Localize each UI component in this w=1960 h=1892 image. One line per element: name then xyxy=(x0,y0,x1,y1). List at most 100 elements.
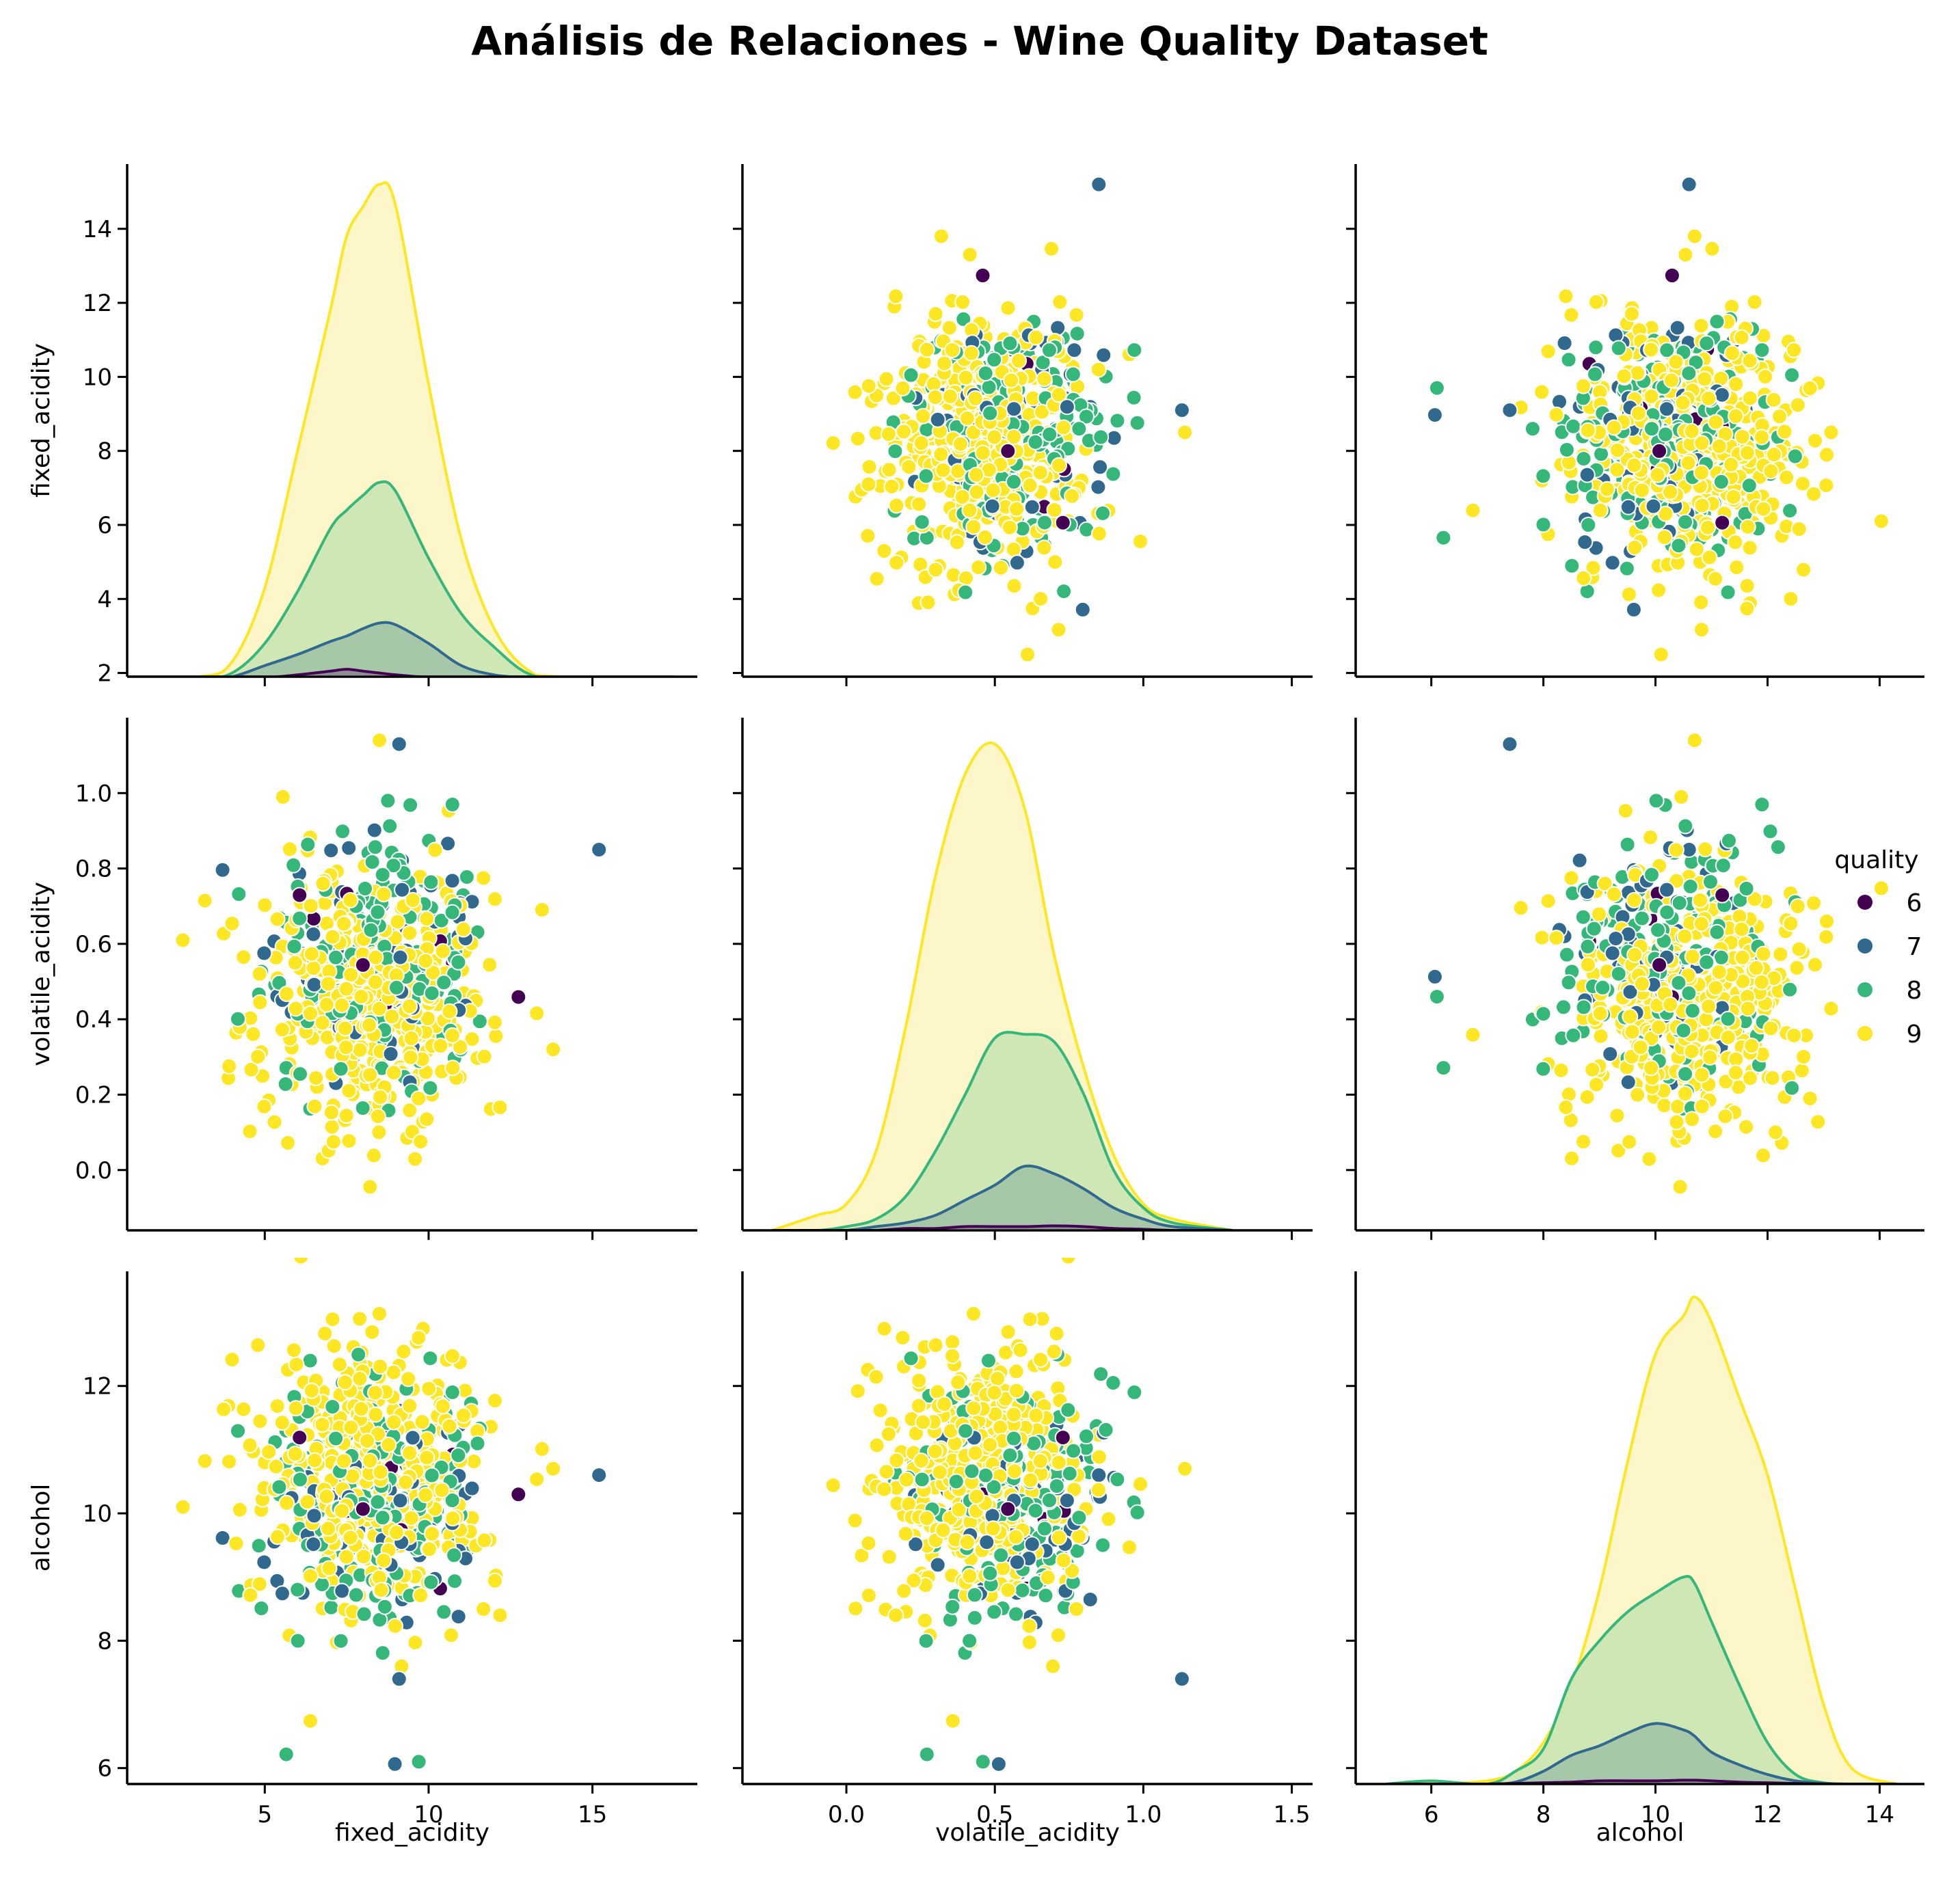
scatter-point-quality-9 xyxy=(1575,1133,1592,1150)
scatter-point-quality-9 xyxy=(1006,1463,1023,1480)
scatter-point-quality-8 xyxy=(444,796,461,813)
scatter-point-quality-6 xyxy=(1054,1429,1071,1446)
scatter-point-quality-9 xyxy=(1575,377,1592,394)
scatter-point-quality-7 xyxy=(464,1480,481,1497)
scatter-point-quality-9 xyxy=(849,430,866,447)
scatter-point-quality-9 xyxy=(1132,1476,1149,1493)
scatter-point-quality-6 xyxy=(1651,956,1668,973)
scatter-point-quality-9 xyxy=(444,1027,461,1044)
scatter-point-quality-6 xyxy=(510,1486,527,1503)
scatter-point-quality-9 xyxy=(958,410,976,427)
scatter-point-quality-9 xyxy=(1548,406,1565,423)
chart-title: Análisis de Relaciones - Wine Quality Da… xyxy=(471,18,1488,64)
scatter-point-quality-9 xyxy=(401,998,418,1015)
scatter-point-quality-8 xyxy=(1677,817,1694,835)
scatter-point-quality-9 xyxy=(481,956,498,973)
scatter-point-quality-9 xyxy=(273,1021,291,1038)
panel-alcohol-vs-alcohol: 6 8 10 12 14 alcohol xyxy=(1346,1271,1924,1847)
scatter-point-quality-8 xyxy=(1715,857,1732,874)
scatter-point-quality-9 xyxy=(1090,1481,1107,1498)
scatter-point-quality-7 xyxy=(984,498,1001,515)
kde-area-quality-7 xyxy=(1386,1723,1897,1784)
scatter-point-quality-9 xyxy=(1728,1051,1745,1068)
scatter-point-quality-9 xyxy=(1051,293,1069,310)
scatter-point-quality-9 xyxy=(1734,429,1751,445)
scatter-point-quality-7 xyxy=(1006,401,1023,418)
scatter-point-quality-9 xyxy=(1728,376,1745,392)
scatter-point-quality-6 xyxy=(354,1500,371,1517)
scatter-point-quality-8 xyxy=(278,1746,295,1763)
scatter-point-quality-9 xyxy=(918,341,935,358)
scatter-point-quality-9 xyxy=(280,1135,297,1151)
scatter-point-quality-9 xyxy=(325,1338,343,1355)
scatter-point-quality-9 xyxy=(338,1548,355,1565)
scatter-point-quality-9 xyxy=(215,1401,232,1418)
scatter-point-quality-6 xyxy=(999,1500,1017,1517)
scatter-point-quality-9 xyxy=(252,994,269,1011)
scatter-point-quality-9 xyxy=(343,1419,360,1436)
scatter-point-quality-8 xyxy=(1698,954,1715,971)
scatter-point-quality-9 xyxy=(362,1066,379,1083)
scatter-point-quality-9 xyxy=(302,1567,319,1584)
scatter-point-quality-9 xyxy=(999,1582,1017,1599)
y-axis-label: fixed_acidity xyxy=(27,343,55,498)
scatter-point-quality-9 xyxy=(1032,464,1049,481)
scatter-point-quality-9 xyxy=(1788,960,1805,976)
scatter-point-quality-8 xyxy=(1762,823,1779,840)
scatter-point-quality-7 xyxy=(1620,498,1637,515)
scatter-point-quality-8 xyxy=(286,938,303,955)
scatter-point-quality-9 xyxy=(1008,1363,1025,1380)
scatter-point-quality-8 xyxy=(271,1478,288,1496)
scatter-point-quality-9 xyxy=(444,1510,461,1527)
scatter-point-quality-9 xyxy=(992,1419,1009,1436)
scatter-point-quality-9 xyxy=(417,1487,434,1504)
scatter-point-quality-9 xyxy=(1533,929,1550,946)
scatter-point-quality-9 xyxy=(1782,591,1799,608)
kde-area-quality-8 xyxy=(772,1032,1233,1230)
scatter-point-quality-9 xyxy=(1610,1142,1627,1159)
scatter-point-quality-9 xyxy=(896,1582,913,1599)
scatter-point-quality-9 xyxy=(1656,1097,1673,1114)
scatter-point-quality-9 xyxy=(1609,442,1626,459)
scatter-point-quality-8 xyxy=(918,1746,935,1763)
scatter-point-quality-8 xyxy=(369,904,386,921)
panel-fixed_acidity-vs-volatile_acidity xyxy=(733,164,1313,686)
scatter-point-quality-9 xyxy=(1795,561,1812,578)
scatter-point-quality-9 xyxy=(1725,489,1742,505)
scatter-point-quality-8 xyxy=(1659,342,1676,359)
scatter-point-quality-8 xyxy=(1574,908,1592,925)
scatter-point-quality-9 xyxy=(898,1471,915,1488)
scatter-point-quality-8 xyxy=(369,1494,386,1511)
scatter-point-quality-8 xyxy=(1698,335,1715,352)
scatter-point-quality-9 xyxy=(375,1552,392,1569)
scatter-point-quality-9 xyxy=(881,1548,898,1565)
scatter-point-quality-9 xyxy=(876,1320,893,1337)
scatter-point-quality-9 xyxy=(894,380,911,396)
scatter-point-quality-9 xyxy=(993,559,1009,576)
scatter-point-quality-9 xyxy=(1739,578,1756,595)
scatter-point-quality-8 xyxy=(1575,999,1592,1016)
scatter-point-quality-9 xyxy=(1039,1569,1056,1586)
scatter-point-quality-8 xyxy=(388,979,405,996)
scatter-point-quality-9 xyxy=(1632,1039,1649,1056)
scatter-point-quality-8 xyxy=(961,1632,978,1649)
scatter-point-quality-9 xyxy=(910,1397,927,1414)
x-tick-label: 10 xyxy=(1641,1801,1670,1828)
y-tick-label: 4 xyxy=(97,586,112,613)
scatter-point-quality-8 xyxy=(1002,335,1019,352)
scatter-point-quality-8 xyxy=(1428,988,1445,1005)
scatter-point-quality-9 xyxy=(1747,960,1764,977)
scatter-point-quality-9 xyxy=(1034,403,1051,420)
scatter-point-quality-9 xyxy=(1592,502,1609,519)
scatter-point-quality-9 xyxy=(325,1133,342,1150)
scatter-point-quality-9 xyxy=(1701,549,1718,566)
scatter-point-quality-7 xyxy=(305,1536,322,1553)
scatter-point-quality-9 xyxy=(1592,1027,1609,1044)
scatter-point-quality-8 xyxy=(1741,477,1758,494)
scatter-point-quality-9 xyxy=(860,476,877,493)
scatter-point-quality-8 xyxy=(1002,1447,1019,1464)
scatter-point-quality-6 xyxy=(510,988,527,1005)
scatter-point-quality-9 xyxy=(1624,1023,1641,1040)
scatter-point-quality-9 xyxy=(371,1000,388,1017)
scatter-point-quality-9 xyxy=(1045,1658,1062,1675)
